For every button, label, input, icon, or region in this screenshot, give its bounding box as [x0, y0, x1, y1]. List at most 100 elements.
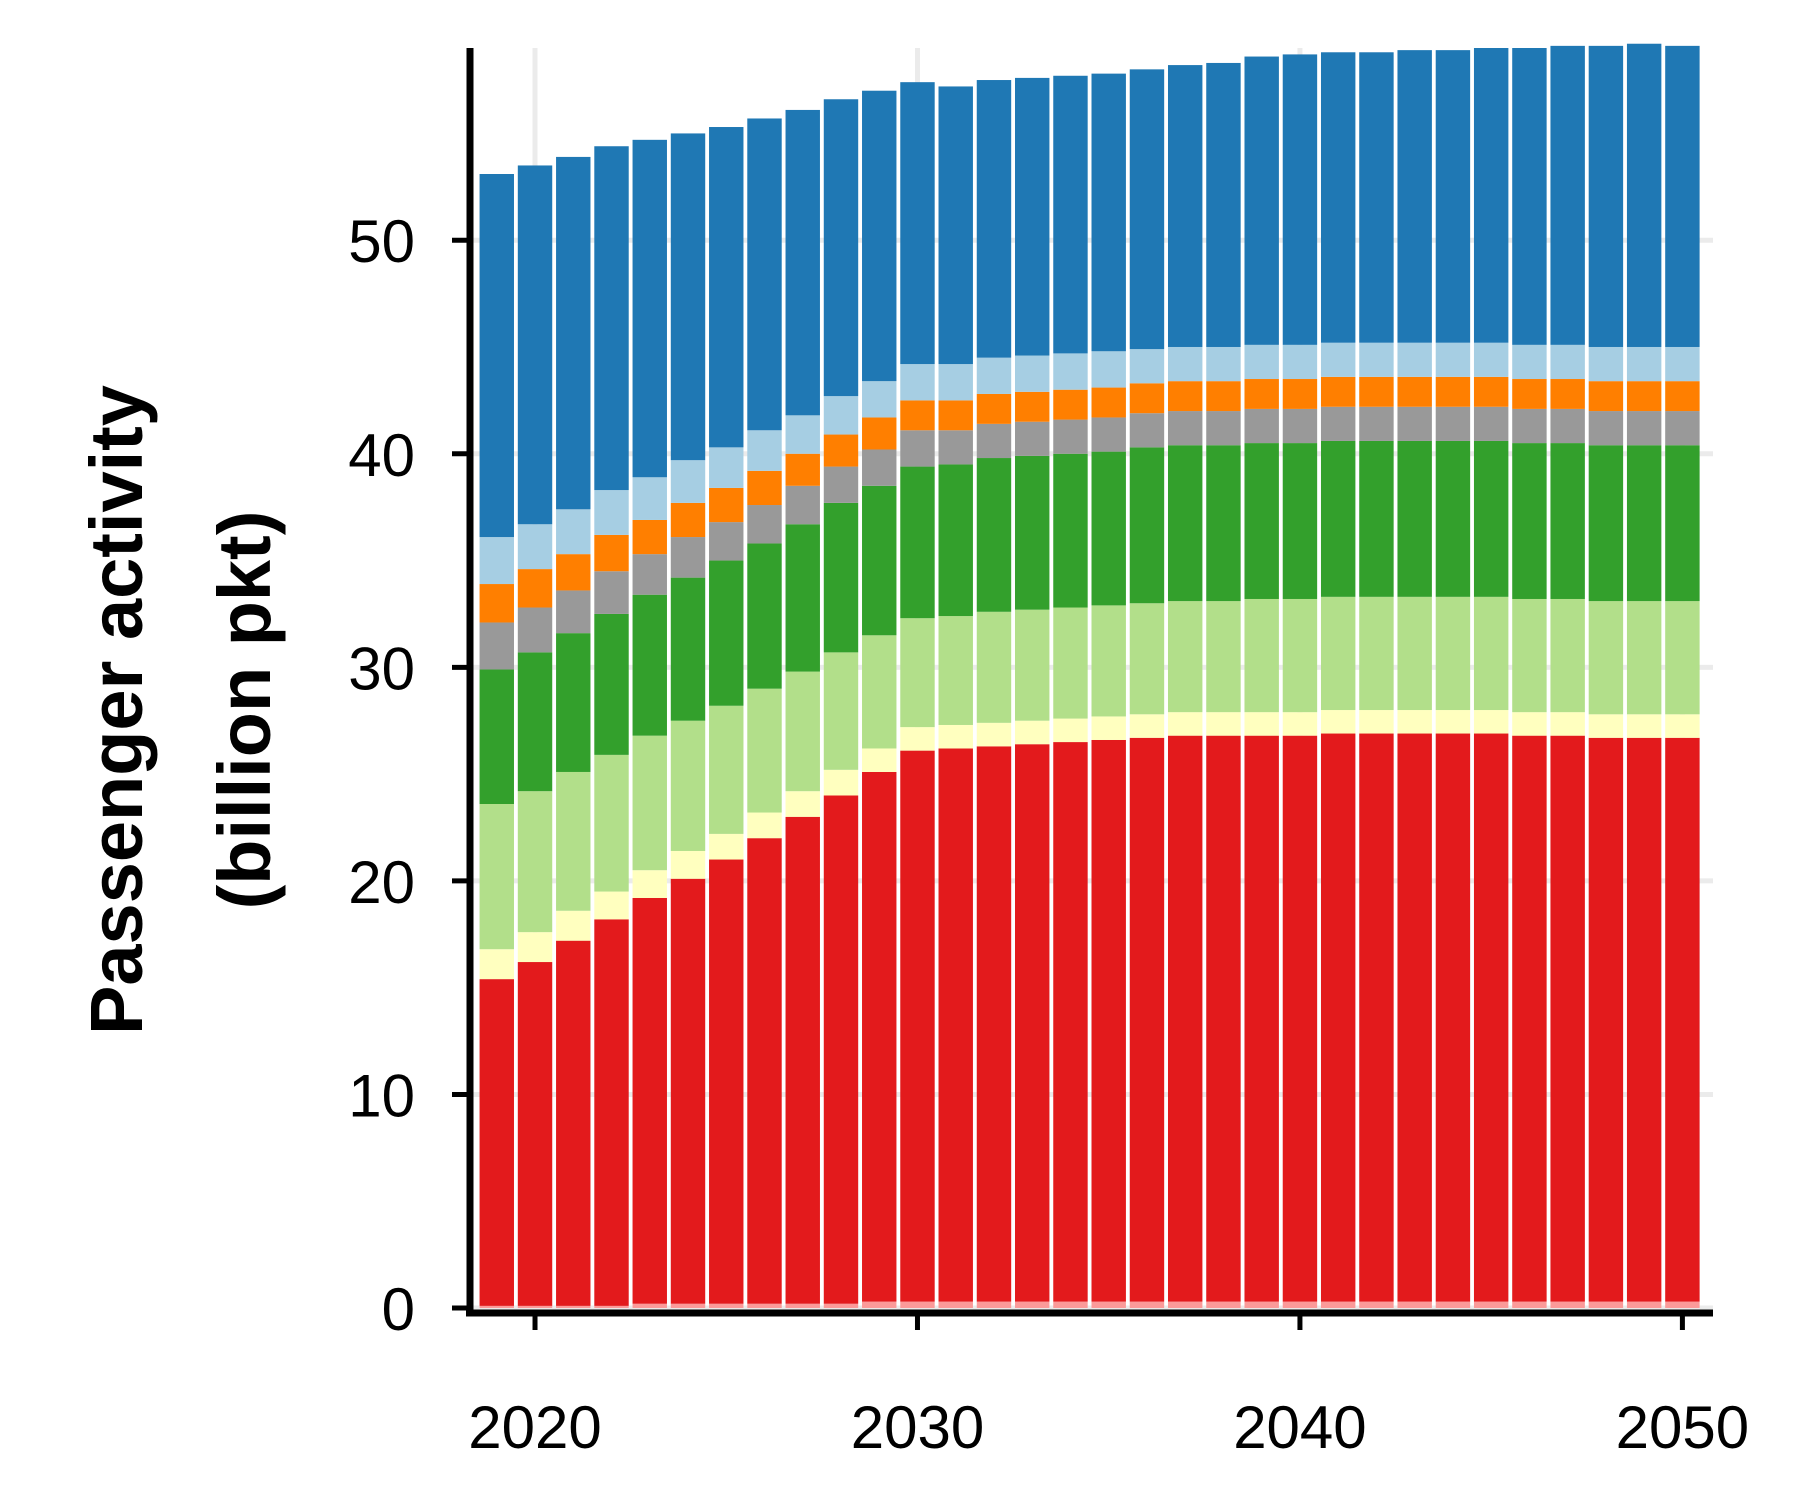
bar-2031-segment-1 — [938, 1301, 973, 1308]
bar-2036-segment-9 — [1129, 69, 1165, 350]
bar-2029-segment-8 — [862, 381, 897, 418]
bar-2029-segment-3 — [862, 748, 897, 772]
bar-2040-segment-2 — [1282, 735, 1318, 1302]
bar-2040-segment-6 — [1282, 408, 1318, 444]
bar-2022-segment-8 — [594, 490, 629, 535]
bar-2027-segment-8 — [785, 415, 820, 454]
bar-2034-segment-5 — [1053, 453, 1088, 608]
bar-2039-segment-5 — [1244, 443, 1279, 599]
bar-2024-segment-6 — [670, 537, 706, 578]
bar-2042-segment-9 — [1359, 52, 1394, 343]
bar-2035-segment-6 — [1091, 417, 1126, 452]
bar-2023-segment-6 — [632, 554, 667, 595]
bar-2048-segment-4 — [1588, 601, 1624, 715]
bar-2026-segment-4 — [747, 688, 782, 813]
bar-2031-segment-4 — [938, 616, 973, 725]
bar-2029-segment-7 — [862, 417, 897, 450]
bar-2047-segment-8 — [1550, 344, 1585, 380]
bar-2041-segment-6 — [1320, 406, 1356, 441]
bar-2049-segment-8 — [1626, 346, 1662, 382]
bar-2030-segment-4 — [900, 618, 935, 728]
bar-2021-segment-3 — [556, 910, 591, 941]
bar-2042-segment-7 — [1359, 376, 1394, 407]
bar-2044-segment-9 — [1435, 50, 1471, 343]
bar-2024-segment-4 — [670, 720, 706, 851]
bar-2031-segment-7 — [938, 400, 973, 431]
axes-layer — [466, 48, 1713, 1317]
bar-2041-segment-9 — [1320, 52, 1356, 343]
bar-2029-segment-1 — [862, 1301, 897, 1308]
bar-2037-segment-7 — [1167, 381, 1203, 412]
bar-2040-segment-4 — [1282, 598, 1318, 713]
bar-2050-segment-2 — [1665, 737, 1700, 1302]
bar-2045-segment-1 — [1473, 1301, 1509, 1308]
bar-2047-segment-2 — [1550, 735, 1585, 1302]
bar-2031-segment-3 — [938, 724, 973, 749]
bar-2021-segment-7 — [556, 554, 591, 591]
bar-2042-segment-8 — [1359, 342, 1394, 377]
bar-2045-segment-4 — [1473, 596, 1509, 711]
bar-2032-segment-7 — [976, 393, 1012, 424]
bar-2040-segment-3 — [1282, 712, 1318, 736]
bar-2031-segment-5 — [938, 464, 973, 617]
bar-2020-segment-7 — [517, 569, 553, 608]
x-tick-label-2020: 2020 — [468, 1394, 601, 1461]
bar-2036-segment-7 — [1129, 383, 1165, 414]
y-tick-label-30: 30 — [348, 635, 415, 702]
bar-2034-segment-9 — [1053, 75, 1088, 354]
bar-2022-segment-1 — [594, 1305, 629, 1308]
bar-2041-segment-3 — [1320, 710, 1356, 734]
bar-2030-segment-6 — [900, 430, 935, 467]
bar-2022-segment-2 — [594, 919, 629, 1306]
bar-2038-segment-1 — [1206, 1301, 1241, 1308]
bar-2050-segment-3 — [1665, 714, 1700, 738]
bar-2032-segment-8 — [976, 357, 1012, 394]
bar-2035-segment-3 — [1091, 716, 1126, 740]
bar-2021-segment-1 — [556, 1305, 591, 1308]
bar-2025-segment-4 — [709, 705, 744, 834]
bar-2027-segment-6 — [785, 485, 820, 525]
bar-2048-segment-2 — [1588, 737, 1624, 1302]
bar-2023-segment-8 — [632, 477, 667, 520]
bar-2042-segment-6 — [1359, 406, 1394, 441]
bar-2031-segment-9 — [938, 86, 973, 365]
bar-2020-segment-2 — [517, 962, 553, 1306]
y-tick-label-0: 0 — [382, 1276, 415, 1343]
bar-2030-segment-9 — [900, 82, 935, 365]
bar-2040-segment-9 — [1282, 54, 1318, 345]
bar-2044-segment-7 — [1435, 376, 1471, 407]
bar-2042-segment-5 — [1359, 440, 1394, 597]
bar-2046-segment-9 — [1512, 48, 1547, 345]
y-axis-title-line-1: Passenger activity — [75, 385, 158, 1035]
bar-2027-segment-2 — [785, 816, 820, 1304]
bar-2032-segment-3 — [976, 722, 1012, 747]
bar-2039-segment-3 — [1244, 712, 1279, 736]
bar-2028-segment-8 — [823, 396, 859, 435]
bar-2019-segment-1 — [479, 1305, 514, 1308]
bar-2048-segment-8 — [1588, 346, 1624, 382]
bar-2050-segment-8 — [1665, 346, 1700, 382]
bar-2039-segment-7 — [1244, 379, 1279, 409]
bar-2036-segment-6 — [1129, 413, 1165, 448]
bar-2039-segment-9 — [1244, 56, 1279, 345]
bar-2030-segment-5 — [900, 466, 935, 619]
bar-2028-segment-1 — [823, 1303, 859, 1308]
bar-2036-segment-2 — [1129, 737, 1165, 1302]
bar-2048-segment-9 — [1588, 45, 1624, 347]
bar-2020-segment-6 — [517, 607, 553, 653]
bar-2020-segment-5 — [517, 652, 553, 792]
bar-2045-segment-8 — [1473, 342, 1509, 377]
bar-2034-segment-1 — [1053, 1301, 1088, 1308]
bar-2022-segment-5 — [594, 613, 629, 755]
bar-2050-segment-5 — [1665, 445, 1700, 602]
bar-2019-segment-4 — [479, 804, 514, 950]
bar-2033-segment-7 — [1015, 391, 1050, 422]
y-tick-label-10: 10 — [348, 1062, 415, 1129]
bar-2019-segment-7 — [479, 584, 514, 623]
bar-2035-segment-9 — [1091, 73, 1126, 352]
bar-2028-segment-2 — [823, 795, 859, 1304]
bar-2044-segment-8 — [1435, 342, 1471, 377]
bar-2042-segment-2 — [1359, 733, 1394, 1302]
bar-2025-segment-1 — [709, 1303, 744, 1308]
bar-2021-segment-4 — [556, 771, 591, 911]
